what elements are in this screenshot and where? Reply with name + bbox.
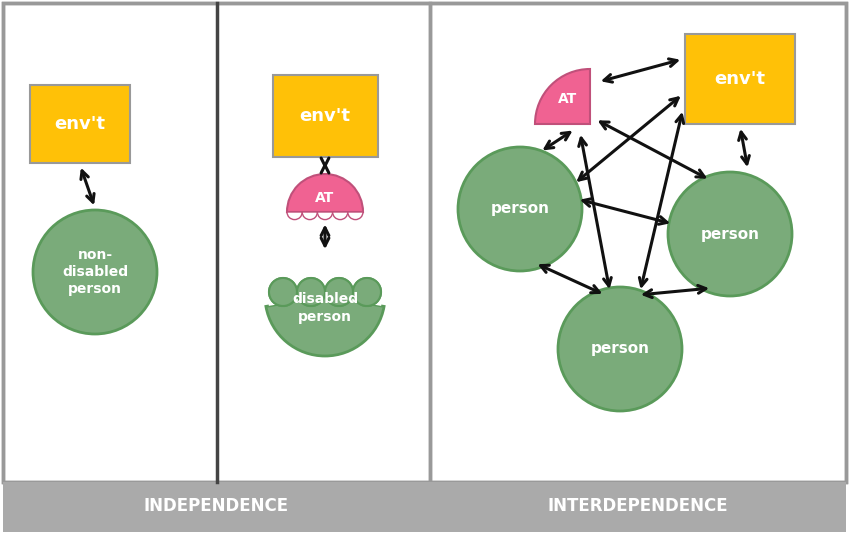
Circle shape	[297, 278, 325, 306]
Text: person: person	[491, 201, 549, 216]
Text: INDEPENDENCE: INDEPENDENCE	[143, 497, 289, 515]
Text: env't: env't	[715, 70, 766, 88]
Bar	[3, 482, 430, 532]
Circle shape	[325, 278, 353, 306]
Bar	[3, 3, 846, 482]
Circle shape	[668, 172, 792, 296]
Text: INTERDEPENDENCE: INTERDEPENDENCE	[548, 497, 728, 515]
Bar	[273, 75, 378, 157]
Text: AT: AT	[315, 191, 335, 205]
Wedge shape	[348, 212, 363, 219]
Circle shape	[353, 278, 381, 306]
Circle shape	[269, 278, 297, 306]
Wedge shape	[266, 296, 384, 356]
Wedge shape	[287, 212, 302, 219]
Wedge shape	[287, 174, 363, 212]
Bar	[430, 3, 846, 482]
Text: disabled
person: disabled person	[292, 292, 358, 324]
Bar	[30, 85, 130, 163]
Text: env't: env't	[54, 115, 105, 133]
Circle shape	[325, 278, 353, 306]
Circle shape	[458, 147, 582, 271]
Wedge shape	[333, 212, 348, 219]
Wedge shape	[268, 239, 382, 306]
Circle shape	[558, 287, 682, 411]
Wedge shape	[535, 69, 590, 124]
Bar	[430, 482, 846, 532]
Circle shape	[297, 278, 325, 306]
Text: AT: AT	[559, 92, 577, 106]
Text: non-
disabled
person: non- disabled person	[62, 248, 128, 296]
Circle shape	[33, 210, 157, 334]
Bar	[3, 3, 430, 482]
Text: person: person	[700, 226, 760, 241]
Wedge shape	[318, 212, 333, 219]
Bar	[685, 34, 795, 124]
Circle shape	[269, 278, 297, 306]
Text: env't: env't	[300, 107, 351, 125]
Circle shape	[353, 278, 381, 306]
Text: person: person	[591, 342, 649, 357]
Wedge shape	[302, 212, 318, 219]
